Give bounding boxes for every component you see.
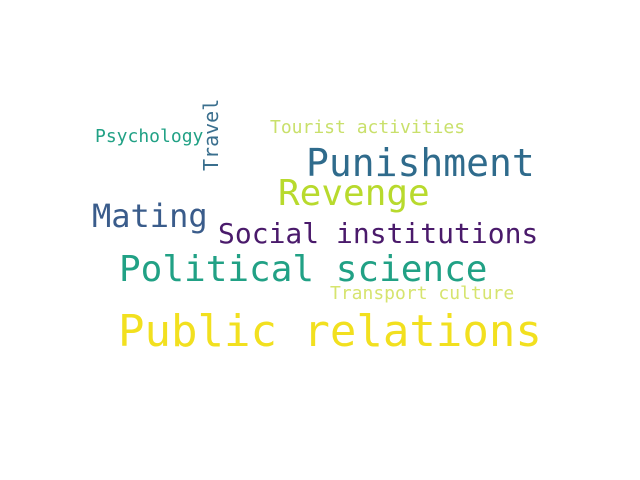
word-punishment: Punishment bbox=[306, 141, 535, 185]
word-transport-culture: Transport culture bbox=[330, 283, 515, 304]
word-travel: Travel bbox=[199, 98, 223, 171]
word-social-institutions: Social institutions bbox=[218, 217, 539, 250]
word-public-relations: Public relations bbox=[118, 306, 542, 357]
word-political-science: Political science bbox=[119, 249, 488, 290]
word-psychology: Psychology bbox=[95, 126, 204, 147]
word-revenge: Revenge bbox=[278, 173, 430, 214]
word-tourist-activities: Tourist activities bbox=[270, 117, 466, 138]
word-mating: Mating bbox=[92, 197, 208, 235]
